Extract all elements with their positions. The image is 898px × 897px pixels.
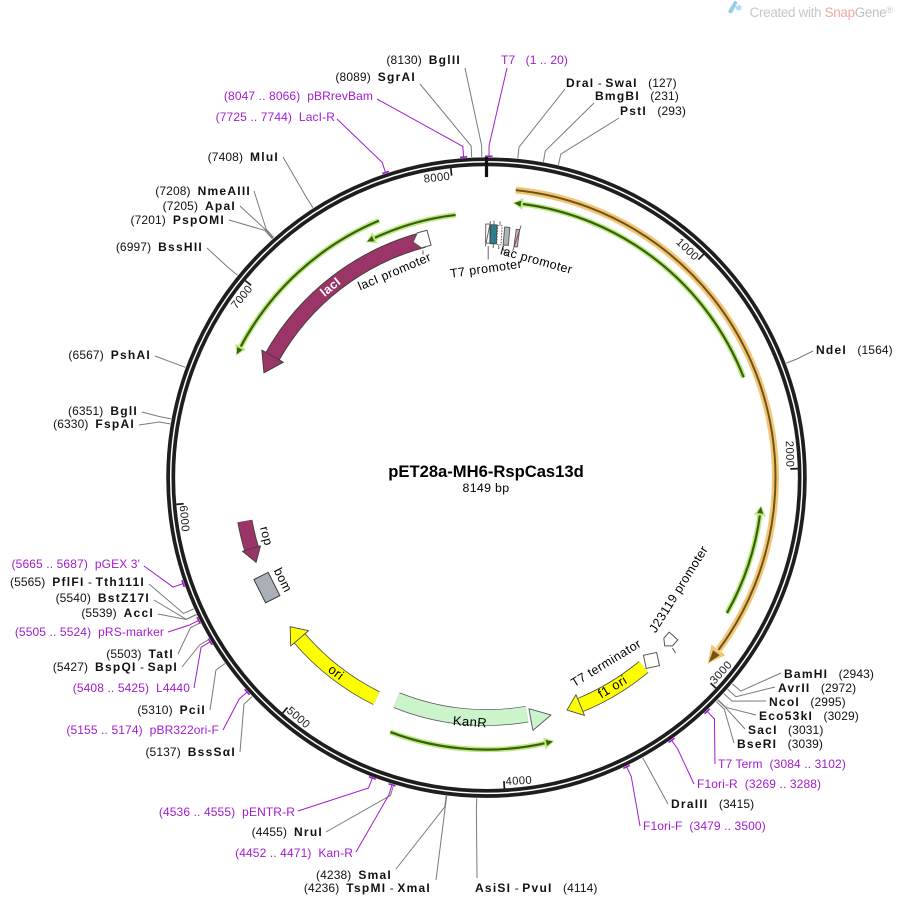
- svg-text:(7408) MluI: (7408) MluI: [208, 150, 279, 164]
- svg-text:(5310) PciI: (5310) PciI: [137, 703, 206, 717]
- svg-text:(6330) FspAI: (6330) FspAI: [53, 417, 135, 431]
- svg-text:(7205) ApaI: (7205) ApaI: [163, 199, 236, 213]
- svg-text:BmgBI (231): BmgBI (231): [595, 89, 679, 103]
- svg-text:8000: 8000: [423, 171, 451, 186]
- svg-text:SacI (3031): SacI (3031): [748, 723, 823, 737]
- svg-text:Created with SnapGene®: Created with SnapGene®: [750, 5, 894, 20]
- svg-text:(5155 .. 5174) pBR322ori-F: (5155 .. 5174) pBR322ori-F: [66, 723, 219, 737]
- svg-text:(4452 .. 4471) Kan-R: (4452 .. 4471) Kan-R: [235, 846, 353, 860]
- svg-text:AsiSI - PvuI (4114): AsiSI - PvuI (4114): [475, 881, 598, 895]
- svg-text:(7725 .. 7744) LacI-R: (7725 .. 7744) LacI-R: [216, 110, 336, 124]
- svg-text:(7201) PspOMI: (7201) PspOMI: [131, 213, 226, 227]
- svg-text:(4238) SmaI: (4238) SmaI: [316, 868, 392, 882]
- svg-text:(7208) NmeAIII: (7208) NmeAIII: [155, 184, 251, 198]
- svg-text:PstI (293): PstI (293): [620, 104, 686, 118]
- svg-text:(5565) PflFI - Tth111I: (5565) PflFI - Tth111I: [10, 575, 145, 589]
- svg-text:(8130) BglII: (8130) BglII: [386, 53, 461, 67]
- svg-text:(5503) TatI: (5503) TatI: [106, 647, 174, 661]
- svg-text:(5408 .. 5425) L4440: (5408 .. 5425) L4440: [73, 681, 190, 695]
- svg-text:(5539) AccI: (5539) AccI: [81, 606, 154, 620]
- svg-text:(5665 .. 5687) pGEX 3': (5665 .. 5687) pGEX 3': [12, 557, 140, 571]
- svg-text:8149 bp: 8149 bp: [463, 481, 510, 495]
- svg-text:BamHI (2943): BamHI (2943): [784, 667, 874, 681]
- svg-text:ori: ori: [325, 662, 346, 683]
- svg-text:NcoI (2995): NcoI (2995): [769, 695, 846, 709]
- svg-text:(4536 .. 4555) pENTR-R: (4536 .. 4555) pENTR-R: [159, 805, 295, 819]
- svg-text:pET28a-MH6-RspCas13d: pET28a-MH6-RspCas13d: [388, 462, 584, 481]
- svg-text:F1ori-R (3269 .. 3288): F1ori-R (3269 .. 3288): [697, 777, 821, 791]
- svg-text:NdeI (1564): NdeI (1564): [816, 343, 893, 357]
- svg-text:(6997) BssHII: (6997) BssHII: [116, 240, 203, 254]
- svg-text:F1ori-F (3479 .. 3500): F1ori-F (3479 .. 3500): [643, 819, 766, 833]
- svg-text:(8047 .. 8066) pBRrevBam: (8047 .. 8066) pBRrevBam: [224, 89, 373, 103]
- svg-text:(4236) TspMI - XmaI: (4236) TspMI - XmaI: [304, 881, 431, 895]
- svg-text:6000: 6000: [177, 505, 191, 532]
- svg-text:(5137) BssSαI: (5137) BssSαI: [145, 745, 236, 759]
- svg-text:4000: 4000: [505, 775, 532, 789]
- svg-text:BseRI (3039): BseRI (3039): [737, 737, 823, 751]
- svg-text:(5427) BspQI - SapI: (5427) BspQI - SapI: [53, 660, 178, 674]
- svg-text:(6351) BglI: (6351) BglI: [68, 404, 138, 418]
- svg-text:AvrII (2972): AvrII (2972): [778, 681, 856, 695]
- svg-text:DraIII (3415): DraIII (3415): [671, 797, 754, 811]
- svg-text:(8089) SgrAI: (8089) SgrAI: [335, 70, 416, 84]
- svg-text:T7 Term (3084 .. 3102): T7 Term (3084 .. 3102): [718, 757, 846, 771]
- svg-text:(4455) NruI: (4455) NruI: [252, 825, 323, 839]
- svg-text:DraI - SwaI (127): DraI - SwaI (127): [566, 76, 677, 90]
- svg-text:2000: 2000: [783, 441, 796, 468]
- svg-text:(6567) PshAI: (6567) PshAI: [68, 348, 151, 362]
- svg-text:T7 (1 .. 20): T7 (1 .. 20): [501, 53, 568, 67]
- svg-text:KanR: KanR: [452, 713, 487, 730]
- svg-text:rop: rop: [257, 525, 276, 547]
- svg-text:(5505 .. 5524) pRS-marker: (5505 .. 5524) pRS-marker: [15, 625, 164, 639]
- svg-text:Eco53kI (3029): Eco53kI (3029): [759, 709, 859, 723]
- svg-text:(5540) BstZ17I: (5540) BstZ17I: [56, 591, 150, 605]
